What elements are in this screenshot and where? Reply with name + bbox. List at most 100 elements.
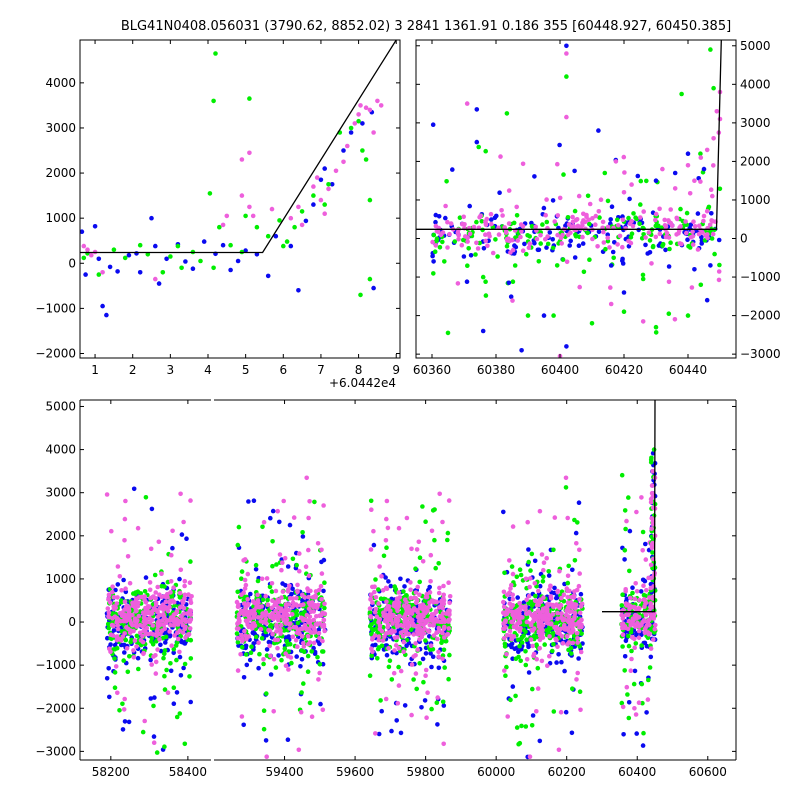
data-point-magenta [181,611,187,616]
data-point-blue [653,178,659,183]
data-point-blue [685,151,691,156]
data-point-magenta [115,626,121,632]
data-point-magenta [245,601,251,607]
data-point-green [264,691,269,696]
x-tick-label: 7 [317,363,325,377]
data-point-blue [388,583,394,589]
data-point-magenta [109,622,115,628]
x-tick-label: 60400 [541,363,579,377]
data-point-blue [265,273,271,279]
data-point-magenta [557,195,563,201]
data-point-blue [610,249,616,255]
data-point-magenta [528,637,534,642]
data-point-blue [532,558,538,564]
data-point-blue [644,710,649,715]
data-point-green [386,664,392,670]
data-point-magenta [644,587,649,593]
data-point-magenta [240,638,245,644]
data-point-magenta [650,468,656,474]
data-point-magenta [527,610,532,615]
data-point-magenta [636,635,642,641]
data-point-magenta [319,597,325,602]
data-point-magenta [372,589,377,595]
data-point-magenta [104,492,110,497]
data-point-green [187,674,192,679]
data-point-green [504,664,509,670]
data-point-blue [151,734,157,739]
data-point-green [566,563,571,569]
data-point-magenta [501,589,507,595]
data-point-blue [287,522,293,528]
data-point-blue [510,656,515,661]
data-point-magenta [629,218,634,224]
data-point-blue [554,660,559,665]
data-point-blue [532,174,537,179]
data-point-green [551,547,556,553]
data-point-blue [464,279,470,285]
data-point-magenta [558,709,564,715]
data-point-blue [645,251,650,256]
data-point-magenta [428,552,434,558]
data-point-blue [341,148,346,153]
data-point-magenta [524,619,530,625]
data-point-magenta [436,229,441,235]
data-point-magenta [368,592,374,597]
data-point-magenta [640,619,645,625]
data-point-green [140,729,146,735]
data-point-magenta [637,605,642,611]
y-tick-label: 0 [740,232,748,246]
data-point-magenta [145,606,150,612]
data-point-green [644,178,649,184]
data-point-magenta [649,483,655,488]
data-point-magenta [411,654,417,659]
data-point-magenta [456,232,462,238]
data-point-magenta [403,605,409,611]
data-point-magenta [446,617,451,623]
data-point-magenta [575,670,580,676]
data-point-magenta [455,281,461,286]
data-point-green [211,265,216,271]
data-point-green [589,321,595,326]
data-point-magenta [224,213,230,219]
data-point-magenta [385,617,391,622]
data-point-magenta [247,150,252,156]
data-point-magenta [414,547,420,552]
data-point-magenta [375,98,380,104]
data-point-magenta [286,667,291,672]
data-point-magenta [547,587,552,592]
data-point-magenta [306,573,312,579]
data-point-blue [640,577,646,583]
data-point-magenta [701,213,707,219]
data-point-green [474,219,479,225]
data-point-blue [288,243,294,249]
data-point-magenta [506,188,512,193]
data-point-blue [394,718,400,723]
data-point-blue [635,173,641,179]
data-point-magenta [461,214,467,220]
data-point-magenta [503,618,508,624]
data-point-green [369,622,374,627]
data-point-magenta [422,626,427,631]
data-point-blue [435,722,440,727]
data-point-magenta [275,597,281,602]
data-point-magenta [441,583,446,589]
data-point-magenta [564,633,570,639]
data-point-green [401,589,406,594]
data-point-blue [605,232,610,237]
data-point-blue [299,657,305,662]
data-point-green [111,247,117,252]
data-point-green [257,651,262,657]
data-point-magenta [263,621,269,626]
data-point-green [440,239,445,245]
data-point-blue [273,233,279,239]
data-point-green [445,330,451,336]
data-point-magenta [543,212,548,218]
data-point-magenta [159,594,164,600]
data-point-blue [126,252,132,258]
x-tick-label: 59800 [407,765,445,779]
data-point-magenta [691,219,696,224]
data-point-magenta [283,651,289,656]
data-point-blue [537,583,543,589]
data-point-magenta [413,641,418,646]
data-point-magenta [401,639,407,645]
